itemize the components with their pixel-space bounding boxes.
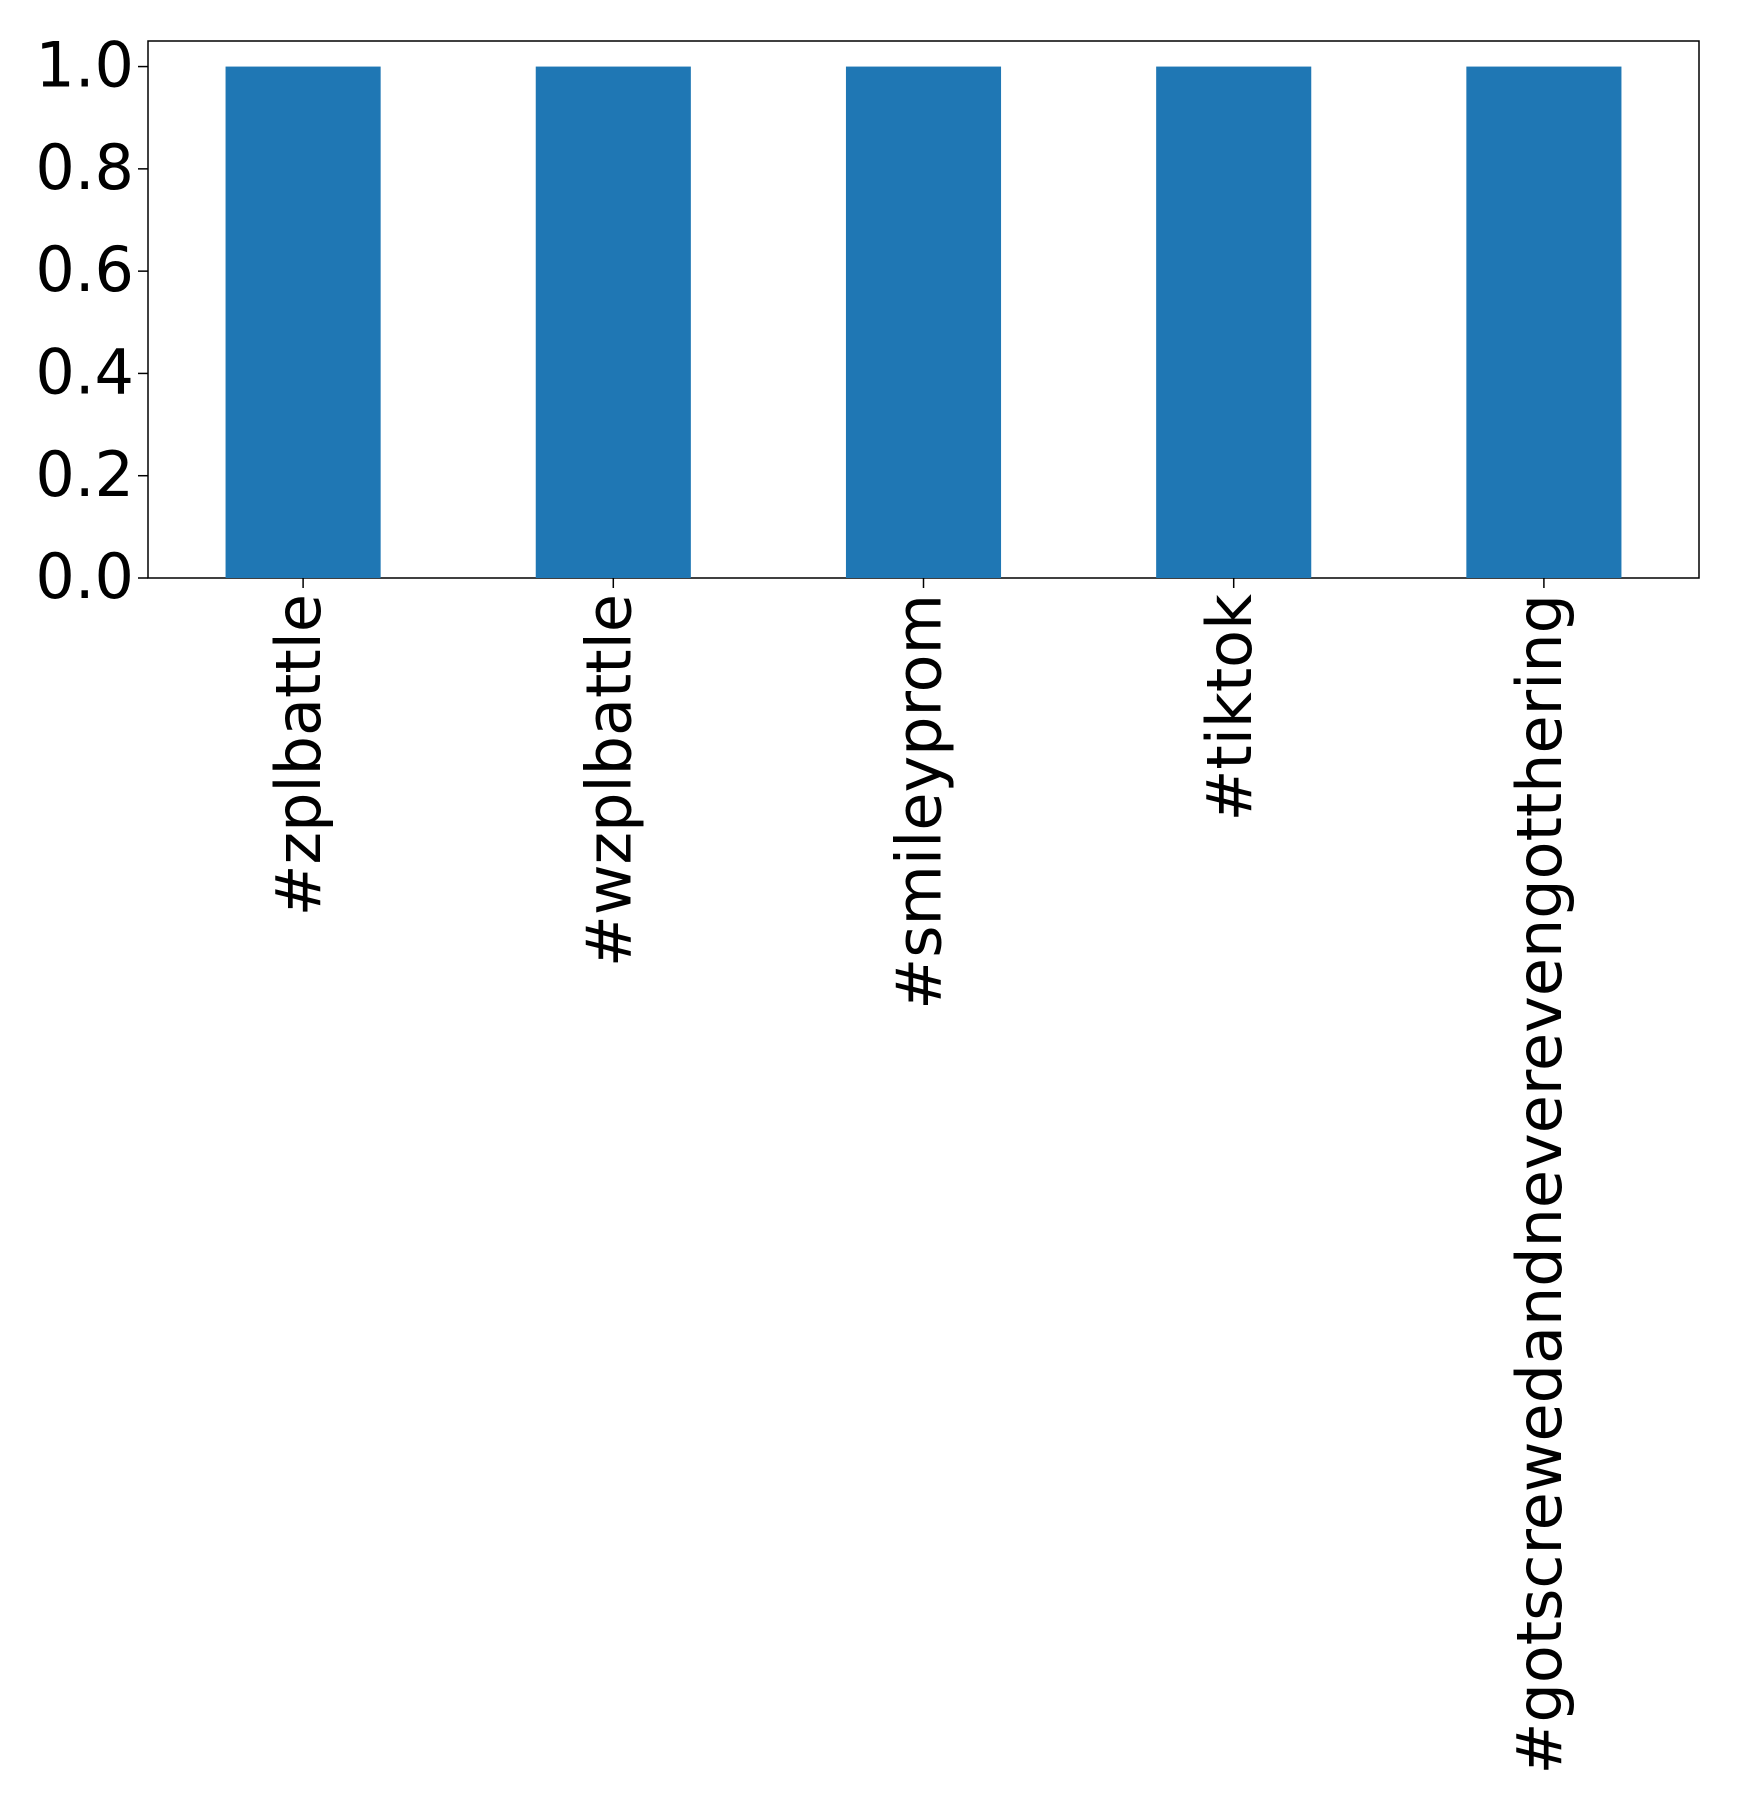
- bar: [535, 66, 691, 579]
- bar: [1156, 66, 1312, 579]
- y-tick-label: 0.8: [35, 131, 134, 204]
- bar: [845, 66, 1002, 579]
- y-tick-label: 1.0: [35, 29, 134, 102]
- y-tick-label: 0.4: [35, 336, 134, 409]
- bar: [225, 66, 381, 579]
- y-tick-label: 0.2: [35, 438, 134, 511]
- x-tick-label: #wzplbattle: [572, 594, 645, 967]
- x-tick-label: #smileyprom: [883, 594, 956, 1010]
- y-tick-label: 0.6: [35, 233, 134, 306]
- y-tick-label: 0.0: [35, 540, 134, 613]
- x-tick-label: #gotscrewedandneverevengotthering: [1503, 594, 1576, 1774]
- x-tick-label: #zplbattle: [262, 594, 335, 916]
- bar: [1466, 66, 1622, 579]
- x-tick-label: #tiktok: [1193, 594, 1266, 822]
